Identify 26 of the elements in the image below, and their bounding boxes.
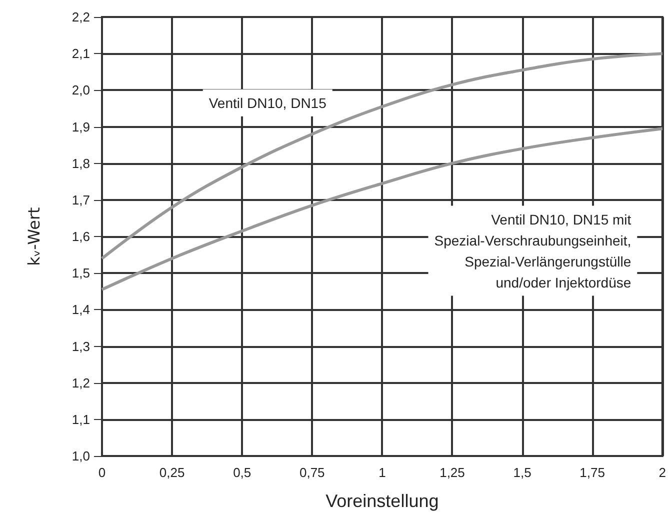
y-tick-label: 1,0 <box>72 448 90 464</box>
y-tick-label: 2,0 <box>72 82 90 98</box>
y-tick-label: 1,6 <box>72 229 90 244</box>
series-label: Ventil DN10, DN15 <box>208 94 327 111</box>
y-tick-label: 2,1 <box>72 46 90 62</box>
x-tick-label: 1 <box>378 465 386 480</box>
x-tick-label: 0,25 <box>159 465 185 480</box>
y-tick-label: 1,3 <box>72 338 90 354</box>
text: Ventil DN10, DN15 mit Spezial-Verschraubungseinheit, Spezial-Verlängerungstülle und/oder Injektordüse <box>434 211 632 290</box>
x-tick-label: 1,25 <box>440 465 465 480</box>
x-tick-label: 0 <box>98 465 106 480</box>
y-tick-label: 1,7 <box>72 192 90 208</box>
x-tick-label: 0,75 <box>299 465 325 480</box>
y-tick-label: 1,2 <box>72 375 90 390</box>
y-tick-label: 2,2 <box>72 10 90 24</box>
x-axis-title: Voreinstellung <box>326 491 439 511</box>
x-tick-label: 2 <box>658 465 666 480</box>
y-tick-label: 1,4 <box>72 302 90 318</box>
y-tick-label: 1,9 <box>72 119 90 134</box>
y-tick-label: 1,5 <box>72 266 90 281</box>
y-tick-label: 1,8 <box>72 156 90 171</box>
y-tick-label: 1,1 <box>72 412 90 427</box>
x-tick-label: 1,75 <box>580 465 605 480</box>
y-axis-title: kᵥ-Wert <box>24 207 44 266</box>
x-tick-label: 1,5 <box>513 465 532 480</box>
x-tick-label: 0,5 <box>233 465 252 480</box>
